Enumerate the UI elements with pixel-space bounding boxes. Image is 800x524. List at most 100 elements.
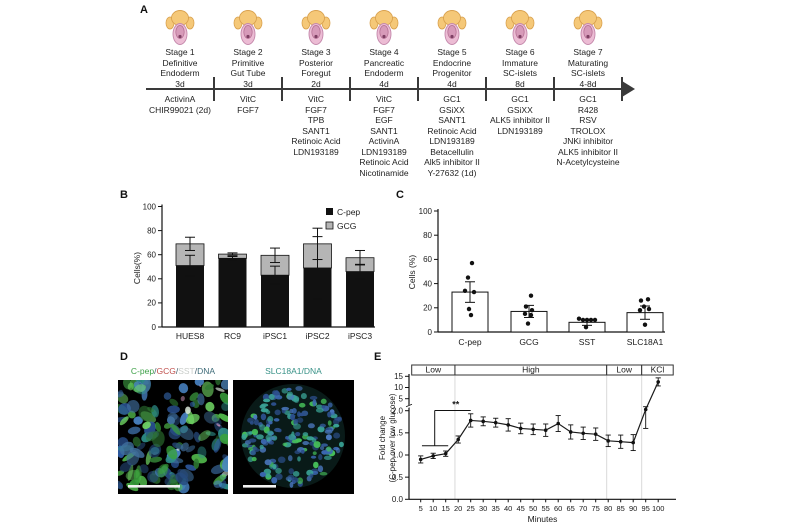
chart-text: 10	[394, 383, 403, 392]
data-point	[462, 288, 468, 294]
chart-text: 40	[504, 504, 512, 513]
reagent-line: GC1	[511, 94, 529, 104]
reagent-line: SANT1	[438, 115, 466, 125]
chart-text: 100	[143, 202, 157, 211]
bar-cpep	[346, 271, 374, 327]
data-point	[588, 317, 594, 323]
reagent-line: ActivinA	[368, 136, 400, 146]
chart-text: 0	[428, 328, 433, 337]
caption-part: /	[175, 366, 179, 376]
reagent-line: N-Acetylcysteine	[556, 157, 620, 167]
stage-label: Stage 1 Definitive Endoderm 3d	[146, 47, 214, 89]
data-point	[576, 316, 582, 321]
chart-text: 70	[579, 504, 587, 513]
chart-text: (C-pep over low glucose)	[388, 393, 397, 482]
axis-break	[405, 403, 413, 409]
stage-label-line: Stage 2	[233, 47, 263, 57]
chart-text: 80	[147, 226, 156, 235]
chart-text: 20	[147, 299, 156, 308]
series-marker	[643, 407, 648, 412]
stage-reagent-list: GC1 R428 RSV TROLOX JNKi inhibitor ALK5 inhib…	[554, 94, 622, 168]
chart-text: 55	[542, 504, 550, 513]
caption-part: SST	[178, 366, 195, 376]
micro-image-right	[233, 380, 354, 494]
chart-text: Cells(%)	[132, 252, 142, 284]
data-point	[646, 306, 652, 312]
data-point	[522, 311, 528, 317]
stage-reagent-list: VitC FGF7 TPB SANT1 Retinoic Acid LDN193189	[282, 94, 350, 157]
stage-label-line: 2d	[311, 78, 321, 89]
chart-text: KCl	[651, 365, 665, 375]
series-marker	[543, 428, 548, 432]
chart-text: 80	[423, 231, 432, 240]
panel-a-stage-row: Stage 1 Definitive Endoderm 3d ActivinA CHIR9…	[146, 10, 623, 180]
panel-e-letter: E	[374, 351, 382, 363]
reagent-line: EGF	[375, 115, 393, 125]
data-point	[592, 317, 598, 323]
stage-label-line: Gut Tube	[230, 68, 266, 78]
chart-text: HUES8	[176, 331, 205, 341]
stage-column: Stage 2 Primitive Gut Tube 3d VitC FGF7	[214, 10, 282, 115]
caption-part: SLC18A1/DNA	[265, 366, 322, 376]
reagent-line: SANT1	[302, 125, 330, 136]
chart-text: Minutes	[528, 514, 558, 524]
chart-text: 65	[567, 504, 575, 513]
reagent-line: VitC	[240, 94, 256, 104]
chart-text: Low	[616, 365, 632, 375]
series-marker	[631, 440, 635, 445]
reagent-line: GSiXX	[507, 104, 533, 115]
reagent-line: ALK5 inhibitor II	[489, 115, 550, 125]
timeline-line	[146, 88, 624, 91]
chart-text: 15	[442, 504, 450, 513]
reagent-line: SANT1	[370, 125, 398, 136]
condition-band	[641, 364, 674, 376]
chart-text: 60	[147, 251, 156, 260]
panel-b-letter: B	[120, 189, 128, 201]
stage-label-line: Foregut	[301, 68, 331, 78]
chart-text: 5	[419, 504, 423, 513]
chart-text: C-pep	[337, 207, 360, 217]
stage-label-line: 4d	[379, 78, 389, 89]
stage-label-line: Stage 4	[369, 47, 399, 57]
series-marker	[468, 418, 473, 423]
chart-text: 90	[629, 504, 637, 513]
stage-label-line: Pancreatic	[363, 57, 405, 68]
scale-bar	[243, 485, 276, 488]
caption-part: C-pep	[130, 366, 155, 376]
data-point	[466, 306, 472, 312]
stage-label: Stage 6 Immature SC-islets 8d	[486, 47, 554, 89]
timeline-arrow-icon	[622, 81, 635, 97]
stage-label-line: Posterior	[298, 57, 333, 68]
reagent-line: GSiXX	[439, 104, 465, 115]
stage-label-line: 3d	[243, 78, 253, 89]
data-point	[637, 308, 643, 313]
reagent-line: ALK5 inhibitor II	[557, 146, 618, 157]
reagent-line: Alk5 inhibitor II	[424, 157, 480, 167]
reagent-line: R428	[577, 104, 599, 115]
reagent-line: FGF7	[373, 104, 395, 115]
stage-label: Stage 5 Endocrine Progenitor 4d	[418, 47, 486, 89]
data-point	[528, 312, 534, 318]
bar	[451, 291, 489, 333]
chart-text: 60	[423, 255, 432, 264]
reagent-line: Retinoic Acid	[359, 157, 409, 167]
series-marker	[581, 431, 585, 436]
reagent-line: RSV	[579, 115, 597, 125]
chart-text: 30	[479, 504, 487, 513]
data-point	[468, 312, 474, 318]
reagent-line: LDN193189	[361, 146, 407, 157]
stage-label-line: SC-islets	[502, 68, 537, 78]
micro-image-left	[118, 380, 228, 494]
chart-text: iPSC3	[348, 331, 372, 341]
legend-swatch-cpep	[326, 208, 333, 215]
stage-label-line: Stage 7	[573, 47, 603, 57]
caption-part: /	[154, 366, 157, 376]
chart-text: iPSC2	[305, 331, 329, 341]
chart-text: 100	[652, 504, 665, 513]
reagent-line: JNKi inhibitor	[562, 136, 614, 146]
stage-column: Stage 4 Pancreatic Endoderm 4d VitC FGF7 EGF SA…	[350, 10, 418, 178]
stage-label: Stage 4 Pancreatic Endoderm 4d	[350, 47, 418, 89]
axis-break	[405, 403, 413, 408]
reagent-line: LDN193189	[429, 136, 475, 146]
